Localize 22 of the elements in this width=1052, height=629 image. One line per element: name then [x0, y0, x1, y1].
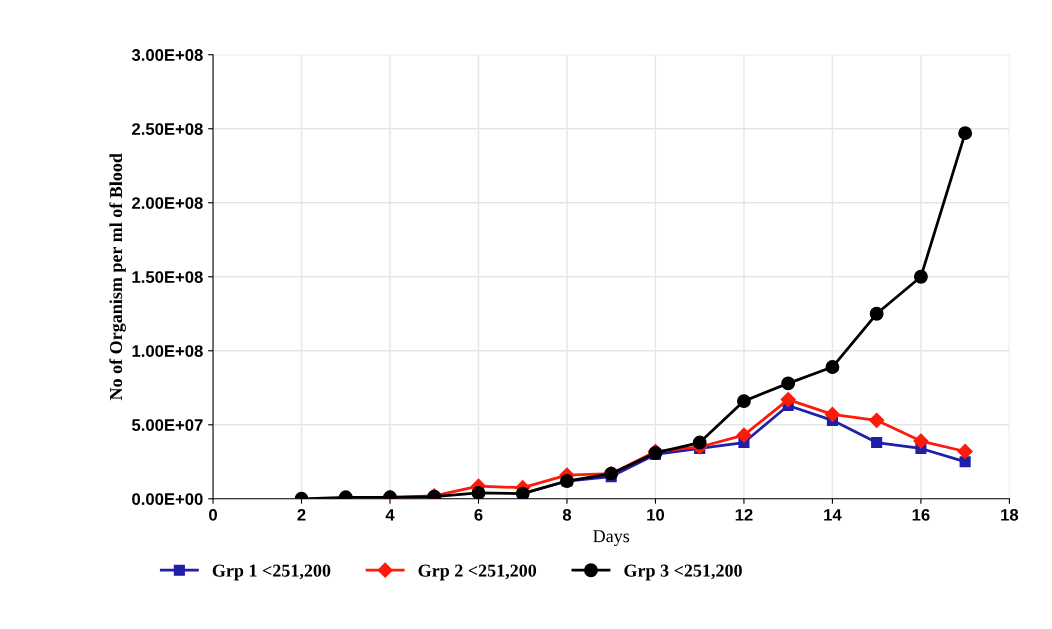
x-tick-label: 10 [647, 508, 665, 521]
y-tick-label: 1.50E+08 [132, 271, 203, 283]
legend-label: Grp 3 <251,200 [624, 564, 742, 581]
y-tick-label: 1.00E+08 [132, 345, 203, 357]
y-tick-label: 5.00E+07 [132, 419, 203, 431]
legend-label: Grp 2 <251,200 [418, 564, 537, 581]
x-axis-title: Days [593, 530, 630, 546]
x-tick-label: 6 [474, 508, 483, 521]
y-tick-label: 2.00E+08 [132, 197, 203, 209]
y-axis-title: No of Organism per ml of Blood [109, 153, 126, 401]
x-tick-label: 2 [297, 508, 306, 521]
x-tick-label: 12 [735, 508, 753, 521]
x-tick-label: 14 [824, 509, 842, 521]
x-tick-label: 8 [562, 508, 572, 521]
y-tick-label: 3.00E+08 [131, 49, 203, 61]
x-tick-label: 16 [912, 508, 930, 521]
x-tick-label: 0 [209, 508, 217, 521]
y-tick-label: 2.50E+08 [132, 123, 203, 135]
y-tick-label: 0.00E+00 [132, 493, 203, 505]
x-tick-label: 4 [385, 509, 395, 521]
x-tick-label: 18 [1001, 508, 1019, 521]
legend-label: Grp 1 <251,200 [212, 564, 331, 581]
